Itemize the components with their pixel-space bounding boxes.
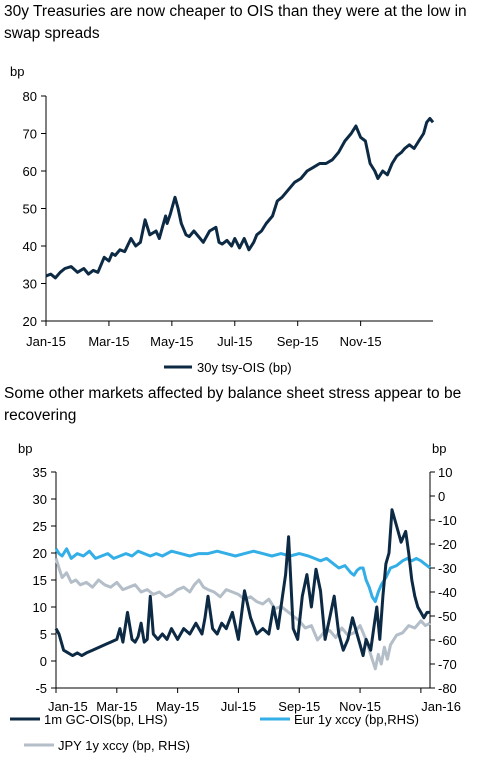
right-tick-label: -10	[438, 513, 457, 528]
chart1: bp 20 30 40 50 60 70 80 Jan-15 Mar-15 May-15 Jul-15…	[10, 64, 435, 375]
chart2-title: Some other markets affected by balance s…	[4, 385, 462, 424]
x-tick-label: Jan-16	[421, 699, 461, 714]
left-tick-label: 10	[33, 600, 47, 615]
right-tick-label: -50	[438, 609, 457, 624]
left-tick-label: 30	[33, 492, 47, 507]
x-tick-label: Jul-15	[221, 699, 256, 714]
x-tick-label: May-15	[156, 699, 199, 714]
y-tick-label: 50	[23, 202, 37, 217]
right-tick-label: 0	[438, 489, 445, 504]
y-axis-unit-label: bp	[10, 64, 24, 79]
y-tick-label: 70	[23, 127, 37, 142]
series-line-30y-tsy-ois	[45, 117, 435, 280]
legend-label: Eur 1y xccy (bp,RHS)	[294, 712, 419, 727]
x-tick-label: May-15	[150, 334, 193, 349]
left-tick-label: -5	[35, 681, 47, 696]
left-tick-label: 0	[40, 654, 47, 669]
left-tick-label: 25	[33, 519, 47, 534]
x-tick-label: Jan-15	[26, 334, 66, 349]
x-tick-label: Sep-15	[277, 334, 319, 349]
left-tick-label: 35	[33, 465, 47, 480]
y-tick-label: 30	[23, 277, 37, 292]
series-line-gc-ois	[54, 508, 430, 658]
x-tick-label: Nov-15	[340, 334, 382, 349]
legend-label: JPY 1y xccy (bp, RHS)	[58, 738, 190, 753]
chart1-title: 30y Treasuries are now cheaper to OIS th…	[4, 3, 467, 42]
left-axis-unit-label: bp	[18, 441, 32, 456]
right-tick-label: -30	[438, 561, 457, 576]
right-tick-label: -60	[438, 633, 457, 648]
right-axis-unit-label: bp	[432, 441, 446, 456]
y-tick-label: 20	[23, 314, 37, 329]
legend-label: 1m GC-OIS(bp, LHS)	[44, 712, 168, 727]
x-tick-label: Jul-15	[217, 334, 252, 349]
right-tick-label: 10	[438, 465, 452, 480]
y-tick-label: 60	[23, 164, 37, 179]
right-tick-label: -20	[438, 537, 457, 552]
left-tick-label: 5	[40, 627, 47, 642]
x-tick-label: Sep-15	[278, 699, 320, 714]
x-tick-label: Mar-15	[88, 334, 129, 349]
x-tick-label: Jan-15	[48, 699, 88, 714]
y-tick-label: 40	[23, 239, 37, 254]
left-tick-label: 20	[33, 546, 47, 561]
y-tick-label: 80	[23, 89, 37, 104]
x-tick-label: Mar-15	[96, 699, 137, 714]
legend-label: 30y tsy-OIS (bp)	[197, 360, 292, 375]
left-tick-label: 15	[33, 573, 47, 588]
right-tick-label: -70	[438, 657, 457, 672]
right-tick-label: -40	[438, 585, 457, 600]
right-tick-label: -80	[438, 681, 457, 696]
x-tick-label: Nov-15	[339, 699, 381, 714]
